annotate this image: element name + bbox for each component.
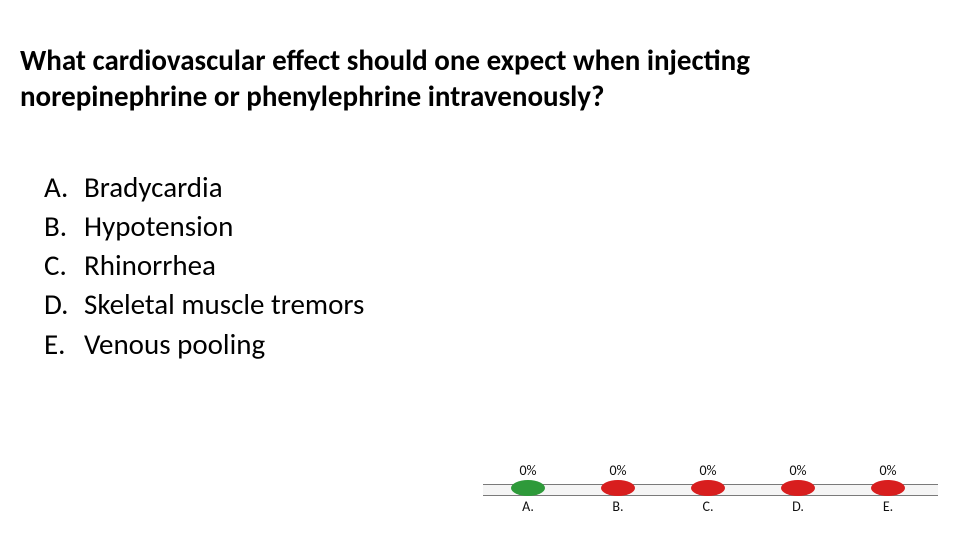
poll-dot-icon: [691, 480, 725, 496]
poll-pct: 0%: [768, 462, 828, 479]
poll-label: B.: [588, 498, 648, 515]
poll-chart: 0% A. 0% B. 0% C. 0% D. 0% E.: [483, 462, 938, 518]
option-letter: C.: [44, 246, 84, 285]
question-text: What cardiovascular effect should one ex…: [20, 42, 930, 115]
option-a[interactable]: A. Bradycardia: [44, 168, 364, 207]
option-d[interactable]: D. Skeletal muscle tremors: [44, 285, 364, 324]
poll-label: E.: [858, 498, 918, 515]
poll-pct: 0%: [678, 462, 738, 479]
slide: { "question": "What cardiovascular effec…: [0, 0, 960, 540]
poll-dot-icon: [511, 480, 545, 496]
poll-pct: 0%: [858, 462, 918, 479]
answer-options: A. Bradycardia B. Hypotension C. Rhinorr…: [44, 168, 364, 364]
poll-pct: 0%: [588, 462, 648, 479]
option-c[interactable]: C. Rhinorrhea: [44, 246, 364, 285]
option-text: Skeletal muscle tremors: [84, 285, 364, 324]
poll-label: A.: [498, 498, 558, 515]
option-b[interactable]: B. Hypotension: [44, 207, 364, 246]
poll-dot-icon: [871, 480, 905, 496]
option-letter: D.: [44, 285, 84, 324]
poll-dot-icon: [781, 480, 815, 496]
option-text: Venous pooling: [84, 325, 265, 364]
option-text: Bradycardia: [84, 168, 223, 207]
option-letter: B.: [44, 207, 84, 246]
option-letter: E.: [44, 325, 84, 364]
option-e[interactable]: E. Venous pooling: [44, 325, 364, 364]
poll-label: C.: [678, 498, 738, 515]
option-letter: A.: [44, 168, 84, 207]
option-text: Rhinorrhea: [84, 246, 216, 285]
poll-dot-icon: [601, 480, 635, 496]
option-text: Hypotension: [84, 207, 233, 246]
poll-pct: 0%: [498, 462, 558, 479]
poll-label: D.: [768, 498, 828, 515]
